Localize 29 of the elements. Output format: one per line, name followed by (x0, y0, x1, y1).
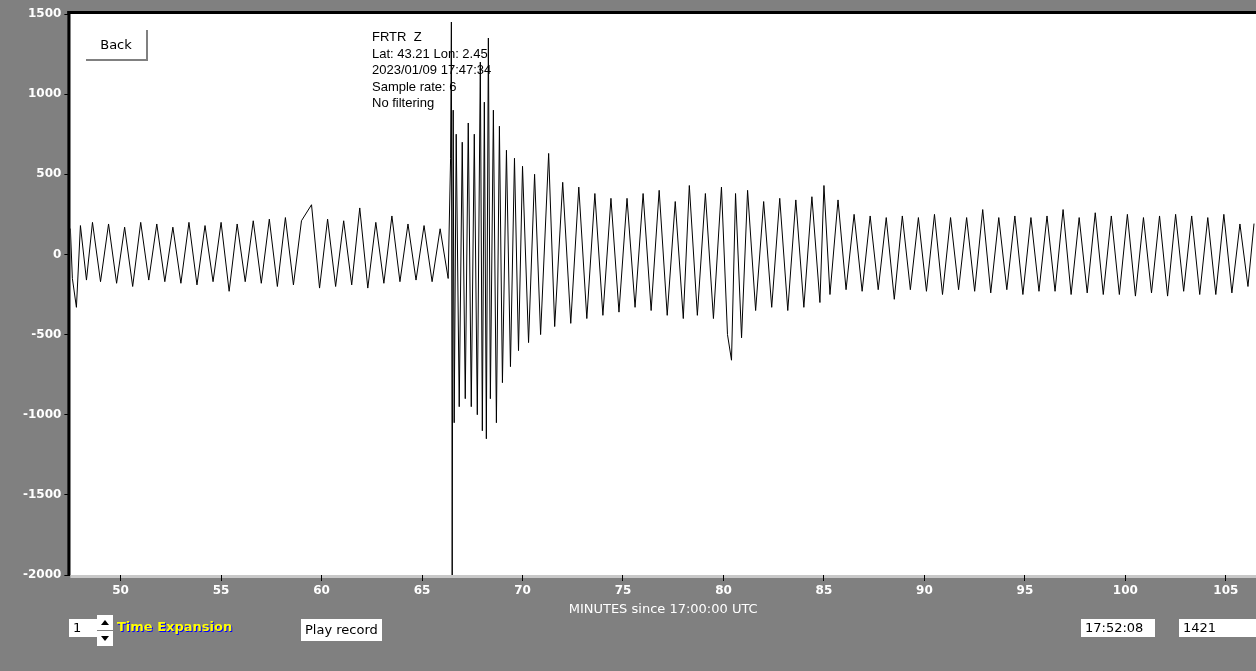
x-axis-title: MINUTES since 17:00:00 UTC (568, 600, 758, 616)
x-tick-label: 65 (413, 583, 431, 598)
text: 1421 (1179, 619, 1256, 637)
x-tick-label: 75 (614, 583, 632, 598)
x-tick-label: 70 (514, 583, 531, 598)
text: Play record (301, 619, 382, 641)
y-tick-label: -1000 (22, 406, 62, 421)
y-tick-label: 0 (53, 246, 62, 261)
x-tick-label: 100 (1112, 583, 1138, 598)
x-tick-label: 60 (313, 583, 330, 598)
annotation: No filtering (372, 95, 436, 112)
y-tick-label: 1000 (27, 86, 62, 101)
y-tick-label: -2000 (22, 567, 62, 582)
x-tick-label: 95 (1016, 583, 1034, 598)
x-tick-label: 85 (815, 583, 833, 598)
x-tick-label: 50 (112, 583, 129, 598)
y-tick-label: 1500 (27, 6, 62, 21)
y-tick-label: -1500 (22, 486, 62, 501)
text: FRTR Z (372, 29, 423, 46)
x-tick-label: 80 (715, 583, 732, 598)
y-tick-label: -500 (31, 326, 62, 341)
annotation: Back (86, 30, 148, 61)
text: 1 (69, 619, 97, 637)
x-tick-label: 90 (916, 583, 933, 598)
x-tick-label: 55 (212, 583, 230, 598)
x-tick-label: 105 (1213, 583, 1239, 598)
text: Time Expansion (117, 619, 233, 634)
text: 17:52:08 (1081, 619, 1155, 637)
y-tick-label: 500 (36, 166, 62, 181)
